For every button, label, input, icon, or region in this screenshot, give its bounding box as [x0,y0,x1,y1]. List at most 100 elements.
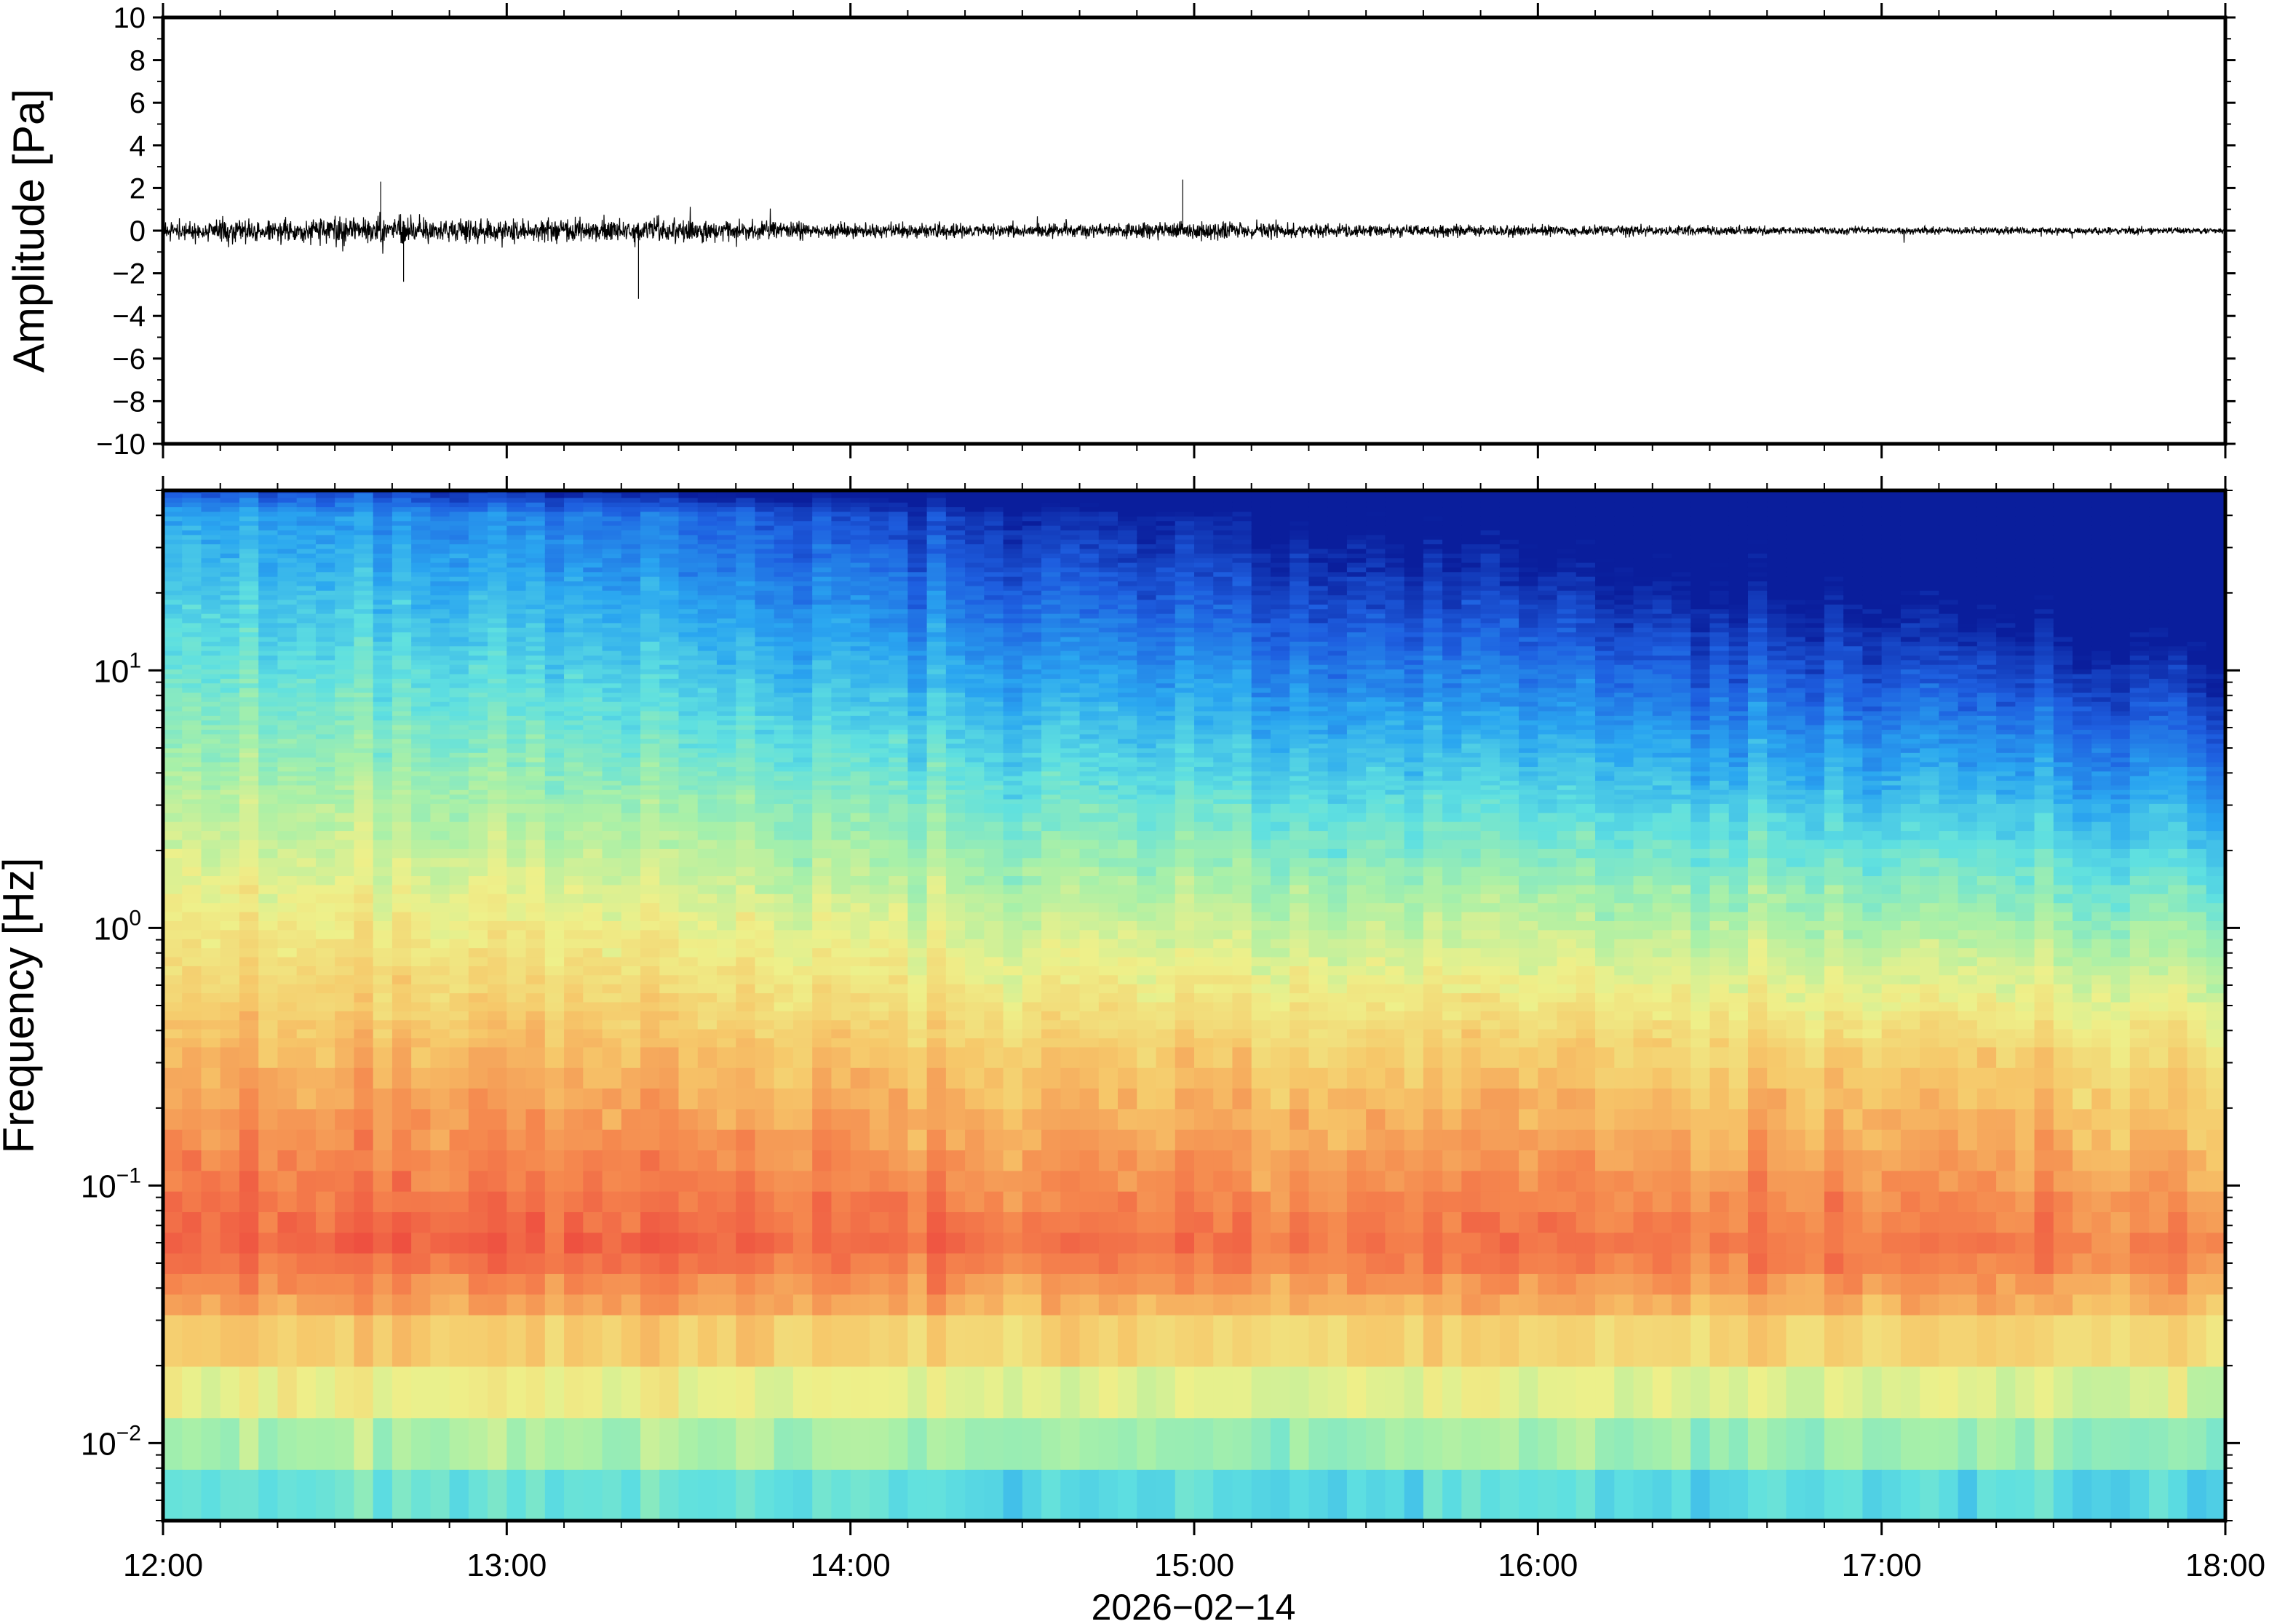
spectrogram-cell [220,911,240,921]
spectrogram-cell [583,687,603,693]
spectrogram-cell [945,771,966,776]
spectrogram-cell [220,557,240,563]
spectrogram-cell [525,839,546,849]
spectrogram-cell [831,752,851,758]
spectrogram-cell [296,493,317,498]
spectrogram-cell [315,493,335,498]
spectrogram-cell [373,920,393,931]
spectrogram-cell [544,497,565,503]
spectrogram-cell [525,857,546,867]
spectrogram-cell [201,664,221,670]
spectrogram-cell [449,974,469,984]
spectrogram-cell [774,715,794,721]
spectrogram-cell [296,893,317,904]
spectrogram-cell [392,733,412,739]
spectrogram-cell [525,715,546,721]
spectrogram-cell [850,506,870,512]
spectrogram-cell [296,645,317,651]
spectrogram-cell [869,655,889,661]
spectrogram-cell [411,669,432,674]
spectrogram-cell [621,771,641,776]
spectrogram-cell [926,1314,947,1367]
spectrogram-cell [926,604,947,610]
spectrogram-cell [736,645,756,651]
spectrogram-cell [392,724,412,730]
spectrogram-cell [525,1019,546,1030]
spectrogram-cell [640,747,661,753]
spectrogram-cell [296,830,317,840]
spectrogram-cell [525,701,546,707]
spectrogram-cell [850,571,870,577]
spectrogram-cell [277,516,298,522]
spectrogram-cell [907,626,928,633]
spectrogram-cell [411,548,432,554]
spectrogram-cell [697,789,718,795]
spectrogram-cell [506,893,527,904]
spectrogram-cell [755,1252,775,1274]
spectrogram-cell [335,626,355,633]
spectrogram-cell [889,511,909,517]
spectrogram-cell [220,920,240,931]
spectrogram-cell [182,516,202,522]
spectrogram-cell [602,701,622,707]
spectrogram-cell [239,655,259,661]
spectrogram-cell [965,1028,985,1039]
spectrogram-cell [755,645,775,651]
spectrogram-cell [201,594,221,600]
spectrogram-cell [889,553,909,559]
spectrogram-cell [239,618,259,624]
spectrogram-cell [869,1019,889,1030]
spectrogram-cell [392,715,412,721]
spectrogram-cell [392,830,412,840]
spectrogram-cell [697,1417,718,1470]
spectrogram-cell [373,1028,393,1039]
spectrogram-cell [965,780,985,786]
spectrogram-cell [965,929,985,939]
spectrogram-cell [945,520,966,526]
spectrogram-cell [468,497,488,503]
spectrogram-cell [430,1252,450,1274]
spectrogram-cell [335,1273,355,1295]
spectrogram-cell [220,567,240,573]
spectrogram-cell [697,720,718,725]
spectrogram-cell [277,1469,298,1521]
spectrogram-cell [774,738,794,744]
spectrogram-cell [335,520,355,526]
spectrogram-cell [277,1019,298,1030]
spectrogram-cell [812,720,833,725]
spectrogram-cell [736,784,756,790]
spectrogram-cell [621,992,641,1003]
spectrogram-cell [812,803,833,813]
spectrogram-cell [201,1001,221,1011]
spectrogram-cell [755,1028,775,1039]
spectrogram-cell [583,645,603,651]
spectrogram-cell [792,1108,813,1130]
spectrogram-cell [907,641,928,647]
spectrogram-cell [201,1019,221,1030]
spectrogram-cell [201,1067,221,1089]
spectrogram-cell [335,636,355,642]
spectrogram-cell [640,812,661,822]
spectrogram-cell [889,902,909,912]
spectrogram-cell [755,706,775,712]
spectrogram-cell [296,992,317,1003]
spectrogram-cell [239,775,259,781]
spectrogram-cell [201,1088,221,1110]
spectrogram-cell [945,798,966,804]
spectrogram-cell [411,516,432,522]
spectrogram-cell [506,733,527,739]
spectrogram-cell [850,794,870,800]
spectrogram-cell [792,1314,813,1367]
spectrogram-cell [411,1252,432,1274]
spectrogram-cell [907,608,928,614]
spectrogram-cell [258,710,279,716]
spectrogram-cell [430,830,450,840]
spectrogram-cell [602,866,622,877]
spectrogram-cell [907,893,928,904]
spectrogram-cell [602,673,622,679]
spectrogram-cell [926,812,947,822]
spectrogram-cell [506,516,527,522]
spectrogram-cell [564,544,584,549]
spectrogram-cell [716,520,737,526]
spectrogram-cell [544,752,565,758]
